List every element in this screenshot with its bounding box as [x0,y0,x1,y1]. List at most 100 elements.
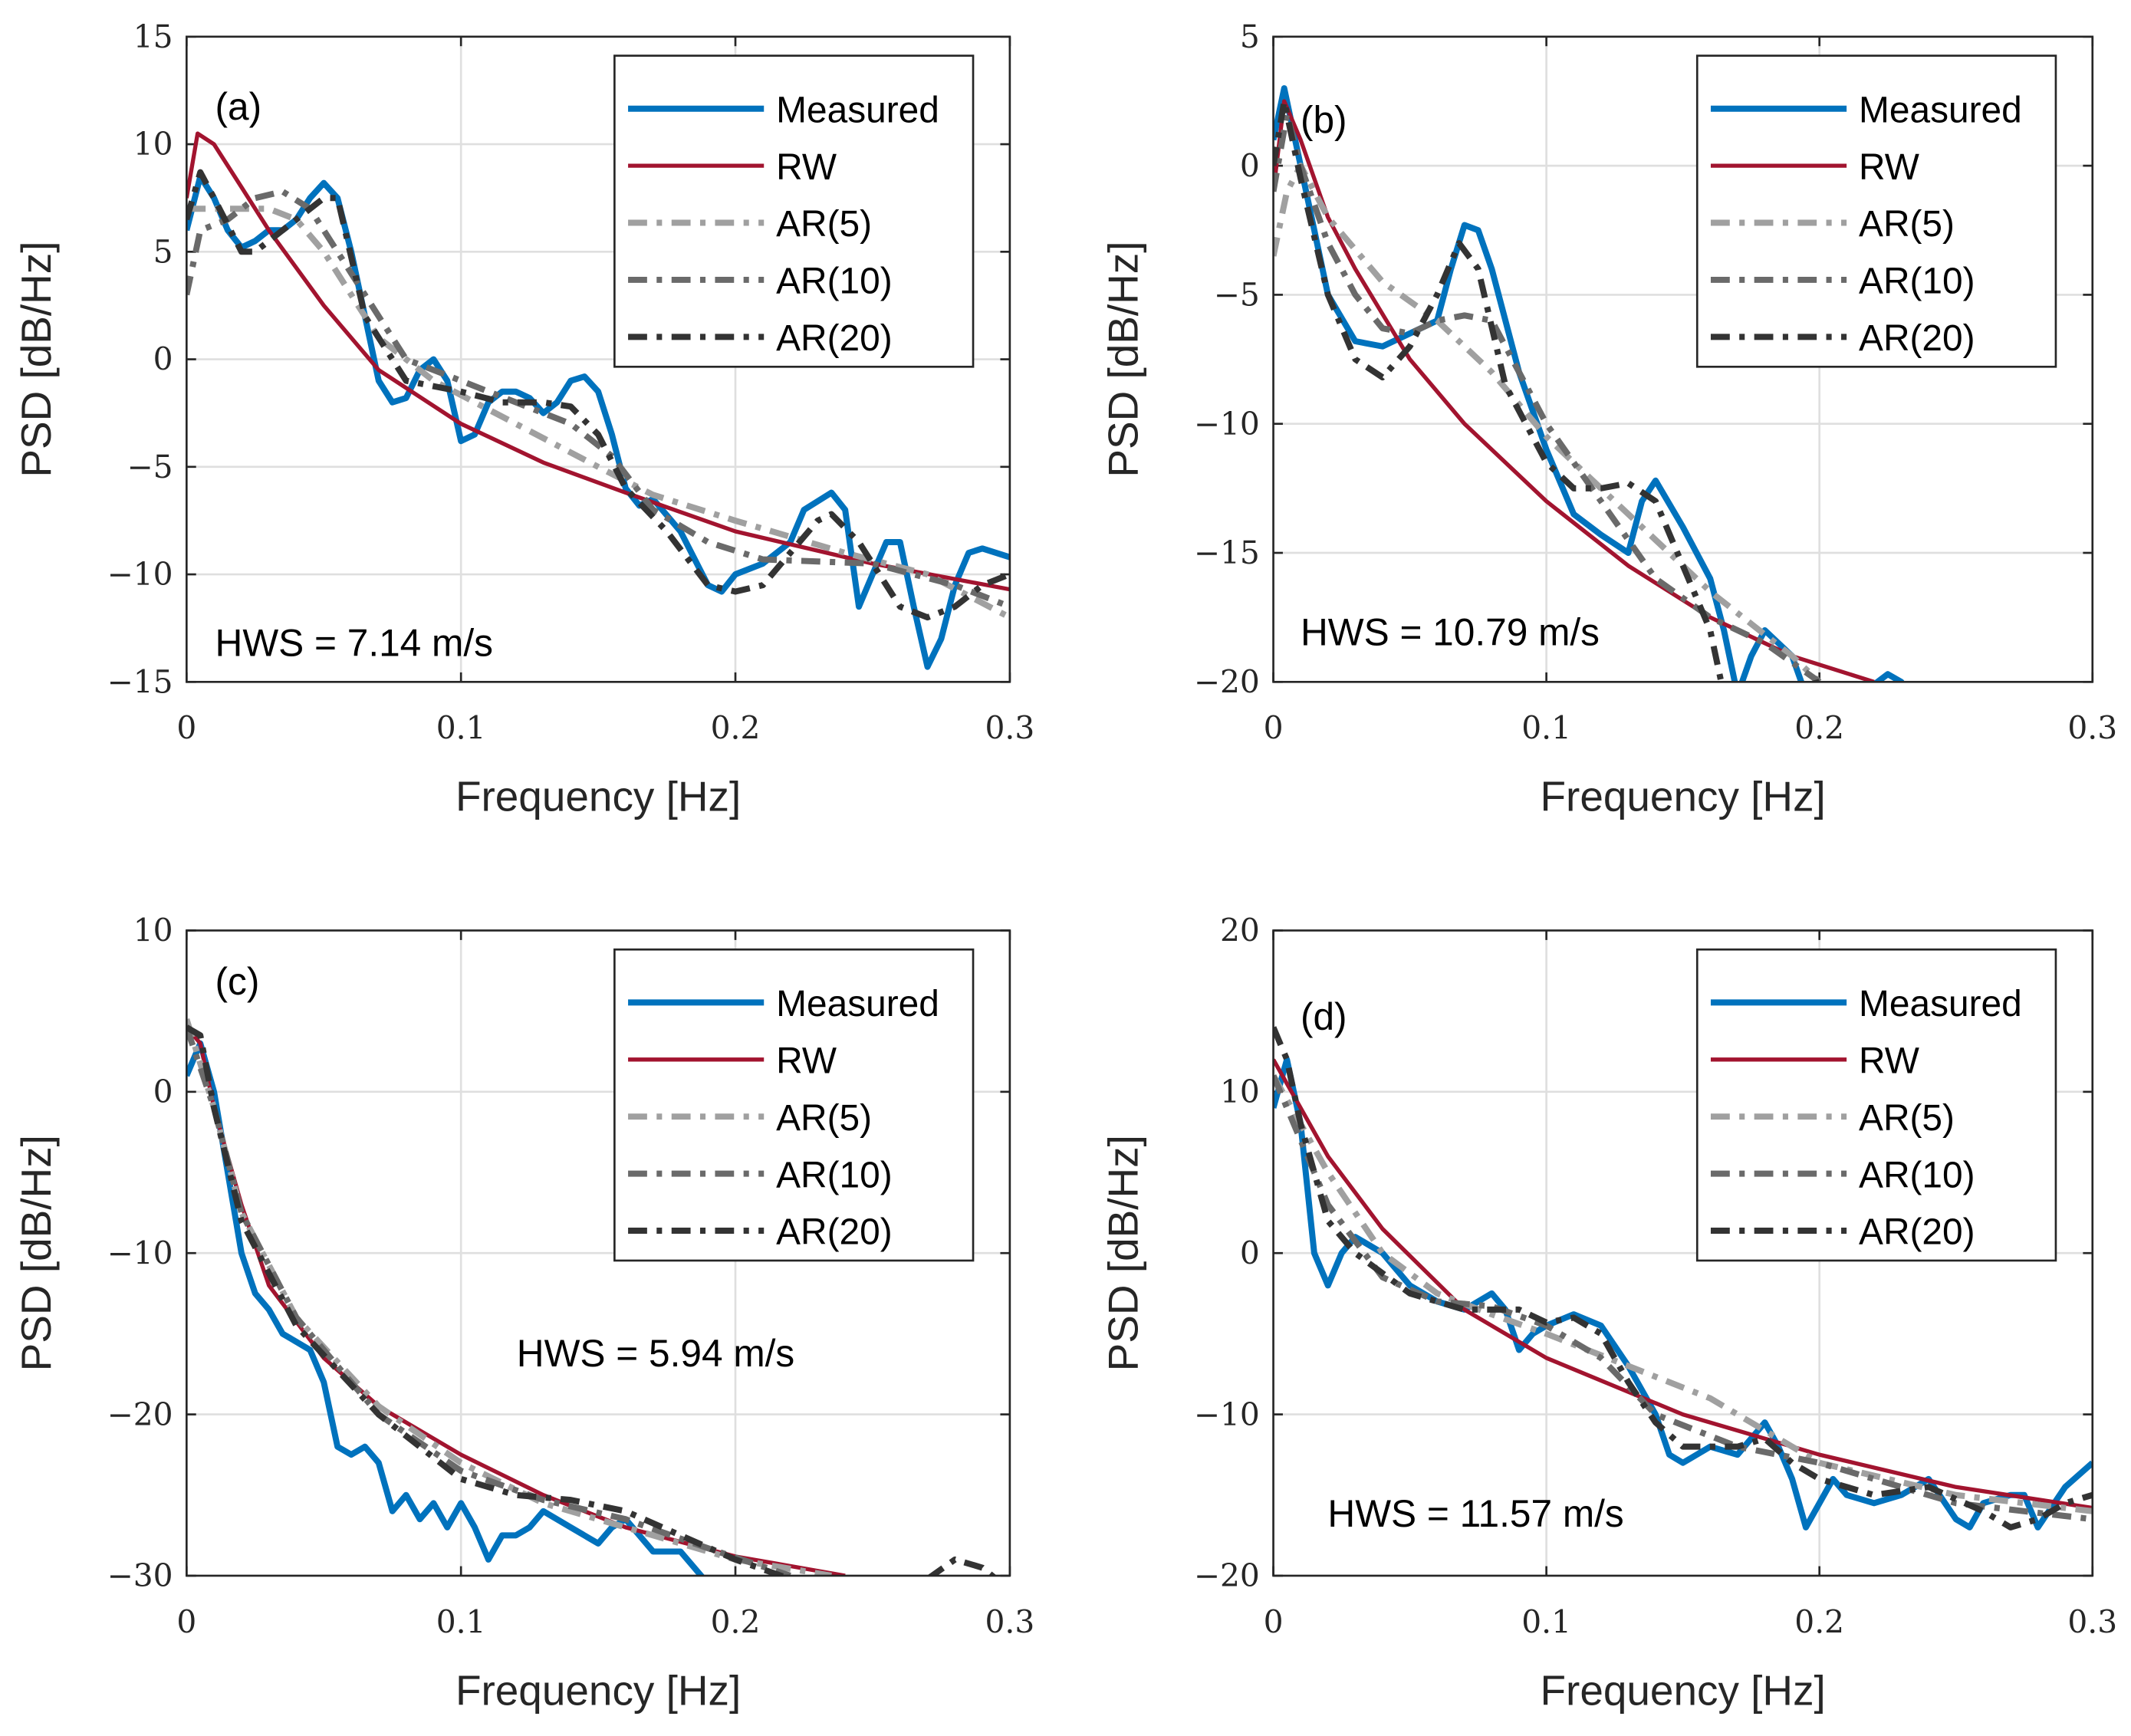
series-line-ar5 [1273,1073,2093,1514]
x-tick-label: 0 [1264,1603,1284,1640]
legend-label: Measured [776,984,939,1024]
subplot-b: 0 0.1 0.2 0.3 −20 −15 −10 −5 0 5 Frequency [Hz] PSD… [1099,18,2117,820]
y-tick-label: 5 [153,233,173,270]
y-tick-label: 5 [1240,18,1260,55]
x-axis-label: Frequency [Hz] [455,1666,741,1714]
x-tick-label: 0 [1264,710,1284,747]
y-axis-label: PSD [dB/Hz] [1099,1135,1146,1371]
x-axis-label: Frequency [Hz] [455,773,741,820]
y-tick-label: 15 [133,18,173,55]
axes-frame [185,929,1011,1577]
panel-label: (b) [1301,99,1347,142]
legend: Measured RW AR(5) AR(10) AR(20) [1695,54,2057,368]
x-tick-label: 0 [176,1603,196,1640]
y-tick-label: −20 [107,1396,173,1433]
legend-label: AR(20) [1859,318,1975,359]
y-tick-label: −20 [1194,663,1260,700]
legend: Measured RW AR(5) AR(10) AR(20) [613,54,975,368]
y-tick-label: −15 [107,663,173,700]
y-tick-label: −15 [1194,534,1260,571]
y-tick-label: −30 [107,1557,173,1594]
legend-label: AR(5) [1859,1098,1955,1139]
x-tick-label: 0.1 [436,710,486,747]
x-tick-label: 0.2 [1794,1603,1844,1640]
y-tick-label: −10 [107,1235,173,1271]
y-tick-label: −10 [1194,1396,1260,1433]
y-tick-label: 10 [133,126,173,163]
axes-frame [1272,929,2094,1577]
axes-frame [1272,35,2094,683]
series-line-rw [1273,99,1875,682]
hws-annotation: HWS = 11.57 m/s [1327,1492,1623,1535]
legend-label: Measured [776,90,939,130]
series-line-ar10 [1273,1074,2093,1523]
y-tick-label: −5 [127,449,173,485]
x-tick-label: 0.2 [711,1603,761,1640]
legend-label: AR(10) [776,261,893,302]
legend-label: AR(10) [1859,1155,1975,1195]
series-line-measured [186,1040,705,1576]
x-tick-label: 0.1 [1521,1603,1571,1640]
hws-annotation: HWS = 10.79 m/s [1301,610,1600,653]
series-line-rw [1273,1058,2093,1511]
legend: Measured RW AR(5) AR(10) AR(20) [613,948,975,1262]
series-line-ar20 [1273,1026,2093,1531]
series-line-ar5 [186,205,1010,620]
x-axis-label: Frequency [Hz] [1541,773,1826,820]
hws-annotation: HWS = 5.94 m/s [517,1332,794,1375]
legend-label: RW [1859,147,1919,188]
series-group [186,1018,998,1576]
y-axis-label: PSD [dB/Hz] [12,241,60,477]
y-tick-label: 0 [1240,147,1260,184]
series-line-ar20 [1273,97,1820,682]
series-line-rw [186,131,1010,592]
y-tick-label: −10 [107,556,173,593]
legend-label: AR(5) [1859,204,1955,245]
y-tick-label: −5 [1214,277,1260,314]
x-axis-label: Frequency [Hz] [1541,1666,1826,1714]
x-tick-label: 0.3 [2067,1603,2117,1640]
series-group [186,131,1010,670]
y-tick-label: 0 [153,341,173,378]
series-line-measured [186,173,1010,670]
y-axis-label: PSD [dB/Hz] [12,1135,60,1371]
y-tick-label: −20 [1194,1557,1260,1594]
x-tick-label: 0.1 [436,1603,486,1640]
x-tick-label: 0.2 [1794,710,1844,747]
legend-label: RW [776,147,837,188]
y-tick-label: 20 [1220,912,1260,949]
series-line-ar20 [186,1024,998,1576]
y-tick-label: −10 [1194,406,1260,442]
y-tick-label: 0 [1240,1235,1260,1271]
hws-annotation: HWS = 7.14 m/s [215,622,493,665]
x-tick-label: 0.2 [711,710,761,747]
legend-label: Measured [1859,90,2022,130]
series-line-ar10 [1273,110,1821,682]
panel-label: (d) [1301,995,1347,1038]
y-tick-label: 10 [133,912,173,949]
y-tick-label: 0 [153,1073,173,1110]
x-tick-label: 0.1 [1521,710,1571,747]
x-tick-label: 0 [176,710,196,747]
axes-frame [185,35,1011,683]
legend-label: RW [1859,1041,1919,1081]
subplot-a: 0 0.1 0.2 0.3 −15 −10 −5 0 5 10 15 Frequency [Hz] PS… [12,18,1034,820]
legend-label: AR(10) [776,1155,893,1195]
series-line-ar20 [186,169,1010,621]
x-tick-label: 0.3 [2067,710,2117,747]
y-axis-label: PSD [dB/Hz] [1099,241,1146,477]
x-tick-label: 0.3 [985,710,1034,747]
legend-label: RW [776,1041,837,1081]
legend-label: AR(5) [776,1098,872,1139]
x-tick-label: 0.3 [985,1603,1034,1640]
series-group [1273,1026,2093,1531]
legend-label: AR(5) [776,204,872,245]
legend-label: AR(10) [1859,261,1975,302]
subplot-d: 0 0.1 0.2 0.3 −20 −10 0 10 20 Frequency [Hz] PSD [… [1099,912,2117,1715]
legend-label: AR(20) [1859,1212,1975,1253]
panel-label: (a) [215,85,262,128]
legend-label: Measured [1859,984,2022,1024]
subplot-c: 0 0.1 0.2 0.3 −30 −20 −10 0 10 Frequency [Hz] PSD … [12,912,1034,1715]
y-tick-label: 10 [1220,1073,1260,1110]
